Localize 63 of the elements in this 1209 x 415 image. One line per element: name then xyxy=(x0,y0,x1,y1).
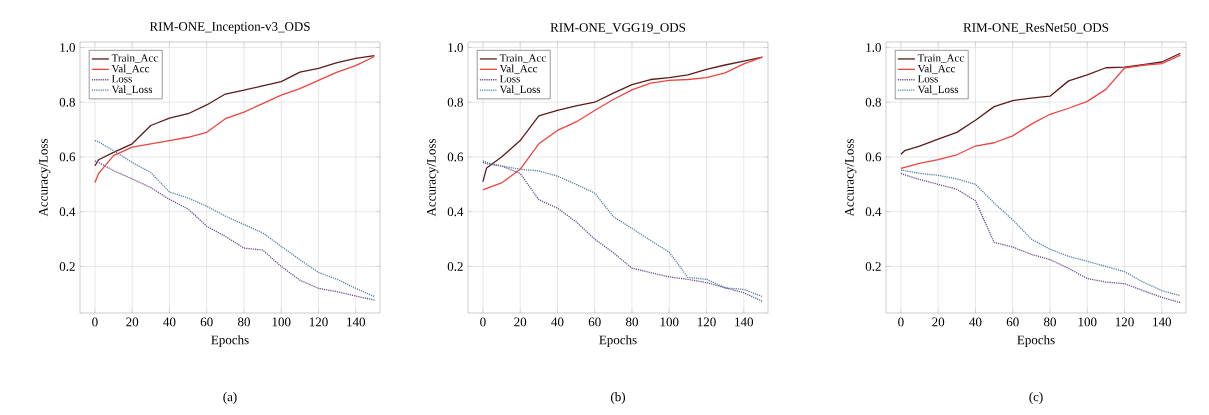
x-axis-title: Epochs xyxy=(211,335,249,347)
y-tick-label: 0.6 xyxy=(59,152,76,162)
y-axis-title: Accuracy/Loss xyxy=(38,138,51,217)
x-tick-label: 60 xyxy=(200,317,213,327)
y-tick-label: 0.4 xyxy=(865,207,882,217)
x-tick-label: 20 xyxy=(932,317,945,327)
x-tick-label: 100 xyxy=(272,317,291,327)
x-tick-label: 80 xyxy=(1043,317,1056,327)
legend-label: Val_Loss xyxy=(111,85,153,95)
y-tick-label: 0.6 xyxy=(865,152,882,162)
x-tick-label: 20 xyxy=(514,317,527,327)
y-tick-label: 0.2 xyxy=(447,262,463,271)
text: (a) xyxy=(223,392,237,404)
x-tick-label: 80 xyxy=(237,317,250,327)
x-tick-label: 120 xyxy=(1115,317,1134,327)
x-tick-label: 0 xyxy=(92,317,98,327)
legend-label: Loss xyxy=(499,75,520,83)
x-tick-label: 60 xyxy=(588,317,601,327)
y-axis-title: Accuracy/Loss xyxy=(426,138,439,217)
y-tick-label: 1.0 xyxy=(60,43,75,52)
y-tick-label: 0.2 xyxy=(59,262,75,271)
y-tick-label: 0.4 xyxy=(59,207,76,217)
x-tick-label: 120 xyxy=(697,317,716,327)
x-tick-label: 20 xyxy=(126,317,139,327)
y-tick-label: 0.2 xyxy=(865,262,881,271)
x-axis-title: Epochs xyxy=(1017,335,1055,347)
legend-label: Val_Loss xyxy=(499,85,541,95)
x-tick-label: 140 xyxy=(1153,317,1172,327)
x-tick-label: 0 xyxy=(480,317,486,327)
x-tick-label: 40 xyxy=(969,317,982,327)
x-tick-label: 100 xyxy=(660,317,679,327)
legend-label: Train_Acc xyxy=(917,54,964,64)
x-tick-label: 140 xyxy=(347,317,366,327)
x-tick-label: 40 xyxy=(551,317,564,327)
x-tick-label: 100 xyxy=(1078,317,1097,327)
x-tick-label: 80 xyxy=(625,317,638,327)
y-tick-label: 0.8 xyxy=(865,97,881,107)
legend-label: Loss xyxy=(111,75,132,83)
y-tick-label: 0.8 xyxy=(59,97,75,107)
x-tick-label: 140 xyxy=(735,317,754,327)
y-tick-label: 0.4 xyxy=(447,207,464,217)
legend-label: Train_Acc xyxy=(499,54,546,64)
text: (c) xyxy=(1029,392,1043,404)
legend-label: Loss xyxy=(917,75,938,83)
text: (b) xyxy=(610,392,626,404)
x-axis-title: Epochs xyxy=(599,335,637,347)
y-axis-title: Accuracy/Loss xyxy=(844,138,857,217)
legend-label: Val_Acc xyxy=(499,64,538,74)
legend-label: Val_Loss xyxy=(917,85,959,95)
y-tick-label: 1.0 xyxy=(448,43,463,52)
chart-title: RIM-ONE_VGG19_ODS xyxy=(550,23,686,34)
x-tick-label: 40 xyxy=(163,317,176,327)
x-tick-label: 60 xyxy=(1006,317,1019,327)
chart-title: RIM-ONE_Inception-v3_ODS xyxy=(149,22,310,34)
legend-label: Val_Acc xyxy=(917,64,956,74)
x-tick-label: 0 xyxy=(898,317,904,327)
legend-label: Val_Acc xyxy=(111,64,150,74)
y-tick-label: 0.6 xyxy=(447,152,464,162)
y-tick-label: 0.8 xyxy=(447,97,463,107)
chart-title: RIM-ONE_ResNet50_ODS xyxy=(963,23,1109,34)
y-tick-label: 1.0 xyxy=(866,43,881,52)
x-tick-label: 120 xyxy=(309,317,328,327)
legend-label: Train_Acc xyxy=(111,54,158,64)
